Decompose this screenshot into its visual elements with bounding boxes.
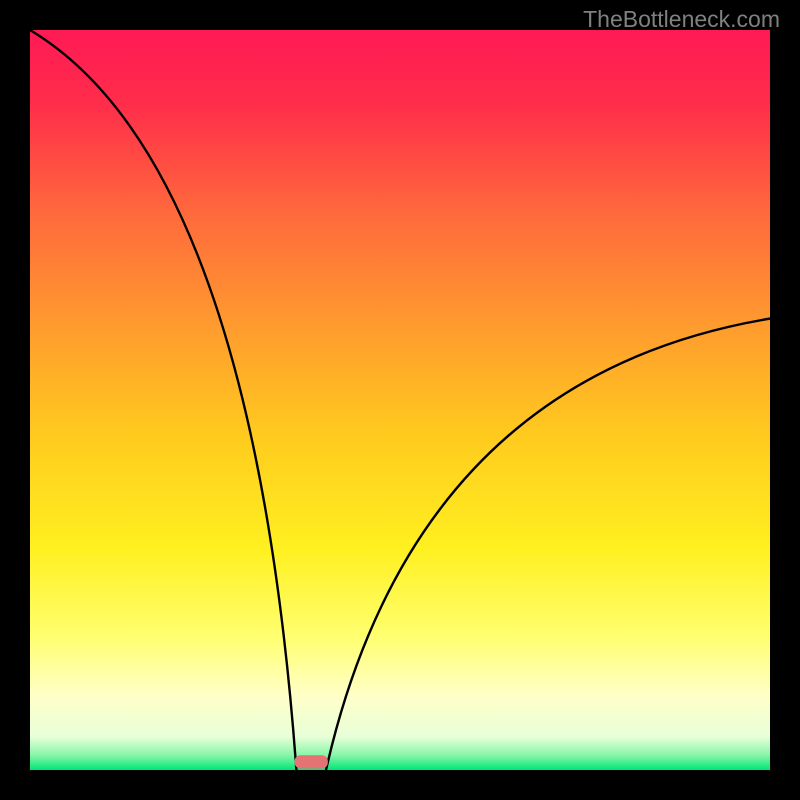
bottleneck-chart: [0, 0, 800, 800]
minimum-marker: [295, 755, 328, 768]
chart-container: { "watermark": "TheBottleneck.com", "cha…: [0, 0, 800, 800]
watermark-text: TheBottleneck.com: [583, 6, 780, 33]
